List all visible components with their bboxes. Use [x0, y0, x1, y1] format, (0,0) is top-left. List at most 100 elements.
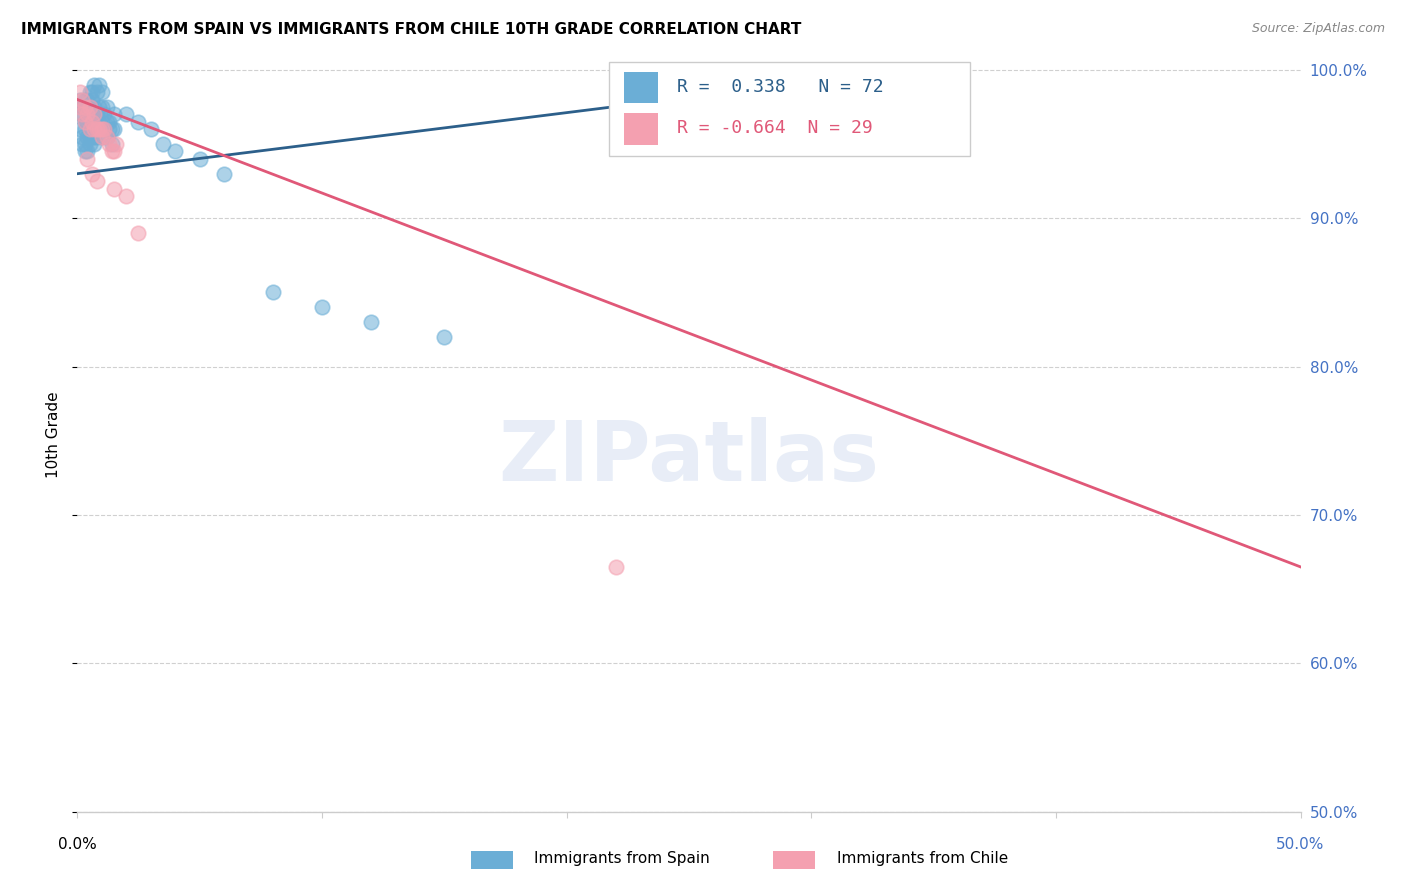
Point	[80, 115, 103, 129]
Point	[69, 122, 91, 136]
Point	[83, 107, 105, 121]
Point	[79, 115, 101, 129]
Point	[76, 100, 98, 114]
Point	[188, 152, 211, 166]
Point	[105, 136, 128, 151]
Point	[73, 136, 96, 151]
Point	[76, 145, 98, 159]
Point	[96, 129, 118, 144]
Point	[80, 85, 103, 99]
Point	[103, 107, 125, 121]
Point	[103, 181, 125, 195]
Bar	[624, 71, 658, 103]
Point	[86, 85, 108, 99]
Point	[79, 85, 101, 99]
Point	[90, 129, 112, 144]
Point	[98, 136, 121, 151]
Point	[128, 115, 150, 129]
Point	[898, 62, 921, 77]
Point	[90, 129, 112, 144]
Point	[76, 152, 98, 166]
Point	[79, 136, 101, 151]
Point	[70, 107, 93, 121]
Point	[86, 107, 108, 121]
Point	[76, 115, 98, 129]
FancyBboxPatch shape	[609, 62, 970, 156]
Point	[79, 122, 101, 136]
Point	[70, 93, 93, 107]
Point	[79, 129, 101, 144]
Point	[93, 107, 115, 121]
Point	[115, 107, 138, 121]
Point	[80, 122, 103, 136]
Point	[89, 78, 111, 92]
Point	[73, 145, 96, 159]
Text: 50.0%: 50.0%	[1277, 837, 1324, 852]
Point	[103, 122, 125, 136]
Point	[83, 78, 105, 92]
Point	[83, 129, 105, 144]
Point	[70, 107, 93, 121]
Point	[89, 122, 111, 136]
Point	[73, 100, 96, 114]
Point	[152, 136, 174, 151]
Point	[80, 93, 103, 107]
Point	[69, 100, 91, 114]
Point	[70, 136, 93, 151]
Point	[73, 93, 96, 107]
Point	[76, 93, 98, 107]
Point	[70, 129, 93, 144]
Point	[69, 85, 91, 99]
Text: Immigrants from Chile: Immigrants from Chile	[837, 851, 1008, 865]
Point	[311, 300, 333, 314]
Text: R =  0.338   N = 72: R = 0.338 N = 72	[676, 78, 883, 95]
Point	[79, 122, 101, 136]
Point	[90, 100, 112, 114]
Point	[90, 115, 112, 129]
Point	[80, 115, 103, 129]
Point	[83, 115, 105, 129]
Point	[90, 122, 112, 136]
Point	[262, 285, 284, 300]
Point	[76, 100, 98, 114]
Point	[93, 122, 115, 136]
Text: 0.0%: 0.0%	[58, 837, 97, 852]
Point	[80, 129, 103, 144]
Point	[86, 122, 108, 136]
Point	[96, 100, 118, 114]
Point	[80, 167, 103, 181]
Point	[89, 115, 111, 129]
Text: Source: ZipAtlas.com: Source: ZipAtlas.com	[1251, 22, 1385, 36]
Point	[86, 129, 108, 144]
Y-axis label: 10th Grade: 10th Grade	[45, 392, 60, 478]
Point	[83, 136, 105, 151]
Point	[96, 129, 118, 144]
Point	[73, 115, 96, 129]
Point	[89, 122, 111, 136]
Bar	[624, 113, 658, 145]
Point	[433, 330, 456, 344]
Point	[98, 122, 121, 136]
Point	[73, 122, 96, 136]
Point	[80, 107, 103, 121]
Point	[128, 226, 150, 240]
Point	[103, 145, 125, 159]
Point	[73, 100, 96, 114]
Point	[79, 100, 101, 114]
Point	[69, 107, 91, 121]
Point	[90, 85, 112, 99]
Point	[86, 174, 108, 188]
Point	[605, 560, 627, 574]
Point	[93, 122, 115, 136]
Point	[139, 122, 162, 136]
Point	[79, 100, 101, 114]
Point	[83, 100, 105, 114]
Point	[83, 122, 105, 136]
Point	[98, 115, 121, 129]
Point	[360, 315, 382, 329]
Point	[89, 100, 111, 114]
Point	[212, 167, 235, 181]
Text: ZIPatlas: ZIPatlas	[499, 417, 879, 498]
Text: Immigrants from Spain: Immigrants from Spain	[534, 851, 710, 865]
Point	[115, 189, 138, 203]
